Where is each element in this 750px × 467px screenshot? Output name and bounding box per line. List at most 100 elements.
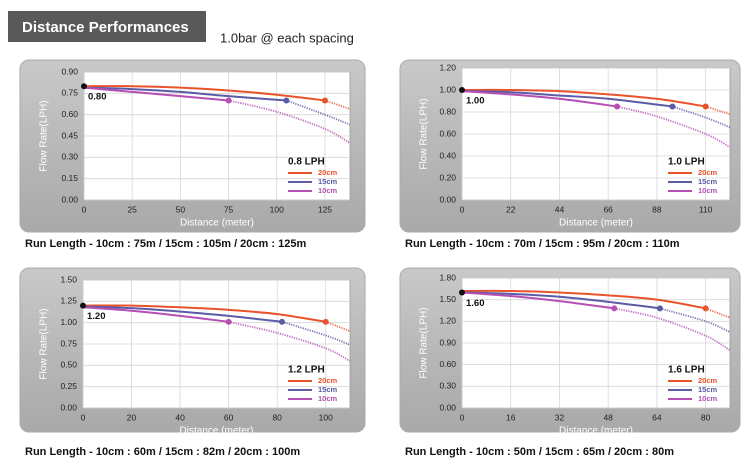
- caption: Run Length - 10cm : 75m / 15cm : 105m / …: [25, 238, 306, 250]
- start-point: [81, 83, 87, 90]
- series-line-extended: [228, 320, 351, 362]
- y-tick-label: 0.60: [439, 359, 456, 369]
- run-length-marker: [321, 97, 328, 104]
- series-line: [461, 90, 618, 108]
- x-tick-label: 48: [603, 412, 613, 422]
- start-point: [459, 289, 465, 296]
- y-axis-label: Flow Rate(LPH): [419, 98, 430, 169]
- caption: Run Length - 10cm : 70m / 15cm : 95m / 2…: [405, 238, 680, 250]
- y-tick-label: 0.00: [61, 194, 78, 204]
- series-line: [83, 86, 287, 102]
- series-line-extended: [324, 99, 351, 110]
- y-tick-label: 1.00: [439, 84, 456, 94]
- series-line-extended: [672, 105, 731, 129]
- x-axis-label: Distance (meter): [180, 218, 254, 229]
- x-axis-label: Distance (meter): [559, 426, 633, 437]
- y-tick-label: 0.75: [61, 88, 78, 98]
- run-length-marker: [702, 305, 709, 312]
- run-length-marker: [656, 305, 663, 312]
- y-tick-label: 0.15: [61, 173, 78, 183]
- x-tick-label: 0: [460, 204, 465, 214]
- legend-label: 15cm: [698, 177, 718, 186]
- y-tick-label: 1.20: [439, 62, 456, 72]
- start-point: [459, 87, 465, 93]
- legend-label: 10cm: [318, 394, 338, 403]
- y-tick-label: 1.80: [439, 272, 456, 282]
- caption: Run Length - 10cm : 50m / 15cm : 65m / 2…: [405, 446, 674, 458]
- series-line-extended: [228, 99, 351, 144]
- y-tick-label: 0.45: [61, 130, 78, 140]
- start-label: 1.60: [466, 298, 485, 309]
- y-tick-label: 0.60: [61, 109, 78, 119]
- x-tick-label: 100: [270, 204, 284, 214]
- series-line-extended: [705, 105, 731, 116]
- run-length-marker: [225, 97, 232, 104]
- series-line: [83, 85, 326, 102]
- legend-label: 15cm: [698, 385, 718, 394]
- series-line-extended: [616, 105, 731, 148]
- y-tick-label: 0.40: [439, 150, 456, 160]
- run-length-marker: [611, 305, 618, 312]
- x-axis-label: Distance (meter): [559, 218, 633, 229]
- x-tick-label: 80: [701, 412, 711, 422]
- caption: Run Length - 10cm : 60m / 15cm : 82m / 2…: [25, 446, 300, 458]
- series-line-extended: [705, 307, 731, 319]
- x-tick-label: 66: [603, 204, 613, 214]
- header-box: [8, 11, 206, 42]
- y-axis-label: Flow Rate(LPH): [419, 307, 430, 378]
- x-tick-label: 16: [506, 412, 516, 422]
- legend-label: 10cm: [698, 186, 718, 195]
- legend-label: 20cm: [318, 168, 338, 177]
- x-tick-label: 100: [319, 412, 333, 422]
- y-tick-label: 1.00: [60, 317, 77, 327]
- y-axis-label: Flow Rate(LPH): [39, 100, 50, 171]
- run-length-marker: [669, 103, 676, 110]
- y-axis-label: Flow Rate(LPH): [39, 308, 50, 379]
- x-tick-label: 110: [699, 204, 713, 214]
- series-line: [83, 86, 229, 102]
- header-title: Distance Performances: [22, 19, 189, 36]
- x-tick-label: 125: [318, 204, 332, 214]
- legend-label: 20cm: [318, 376, 338, 385]
- header-subtitle: 1.0bar @ each spacing: [220, 30, 354, 45]
- series-line-extended: [614, 307, 731, 351]
- run-length-marker: [614, 103, 621, 110]
- run-length-marker: [702, 103, 709, 110]
- y-tick-label: 0.75: [60, 338, 77, 348]
- y-tick-label: 1.50: [60, 274, 77, 284]
- series-line: [82, 305, 283, 323]
- series-line: [82, 304, 326, 323]
- x-tick-label: 80: [272, 412, 282, 422]
- y-tick-label: 1.20: [439, 316, 456, 326]
- x-tick-label: 25: [127, 204, 137, 214]
- x-tick-label: 44: [555, 204, 565, 214]
- y-tick-label: 0.60: [439, 128, 456, 138]
- run-length-marker: [322, 318, 329, 325]
- y-tick-label: 0.80: [439, 106, 456, 116]
- y-tick-label: 1.25: [60, 296, 77, 306]
- series-line: [82, 306, 229, 323]
- legend-label: 20cm: [698, 376, 718, 385]
- run-length-marker: [283, 97, 290, 104]
- x-tick-label: 60: [224, 412, 234, 422]
- x-tick-label: 0: [81, 412, 86, 422]
- y-tick-label: 1.50: [439, 294, 456, 304]
- series-line-extended: [325, 320, 351, 333]
- y-tick-label: 0.50: [60, 360, 77, 370]
- legend-title: 0.8 LPH: [288, 157, 325, 168]
- start-label: 0.80: [88, 92, 107, 103]
- series-line-extended: [286, 99, 351, 126]
- x-axis-label: Distance (meter): [180, 426, 254, 437]
- y-tick-label: 0.30: [61, 152, 78, 162]
- legend-label: 20cm: [698, 168, 718, 177]
- y-tick-label: 0.20: [439, 172, 456, 182]
- legend-label: 10cm: [698, 394, 718, 403]
- x-tick-label: 64: [652, 412, 662, 422]
- series-line: [461, 291, 661, 310]
- y-tick-label: 0.90: [439, 337, 456, 347]
- x-tick-label: 88: [652, 204, 662, 214]
- run-length-marker: [279, 318, 286, 325]
- y-tick-label: 0.30: [439, 381, 456, 391]
- x-tick-label: 50: [176, 204, 186, 214]
- x-tick-label: 75: [224, 204, 234, 214]
